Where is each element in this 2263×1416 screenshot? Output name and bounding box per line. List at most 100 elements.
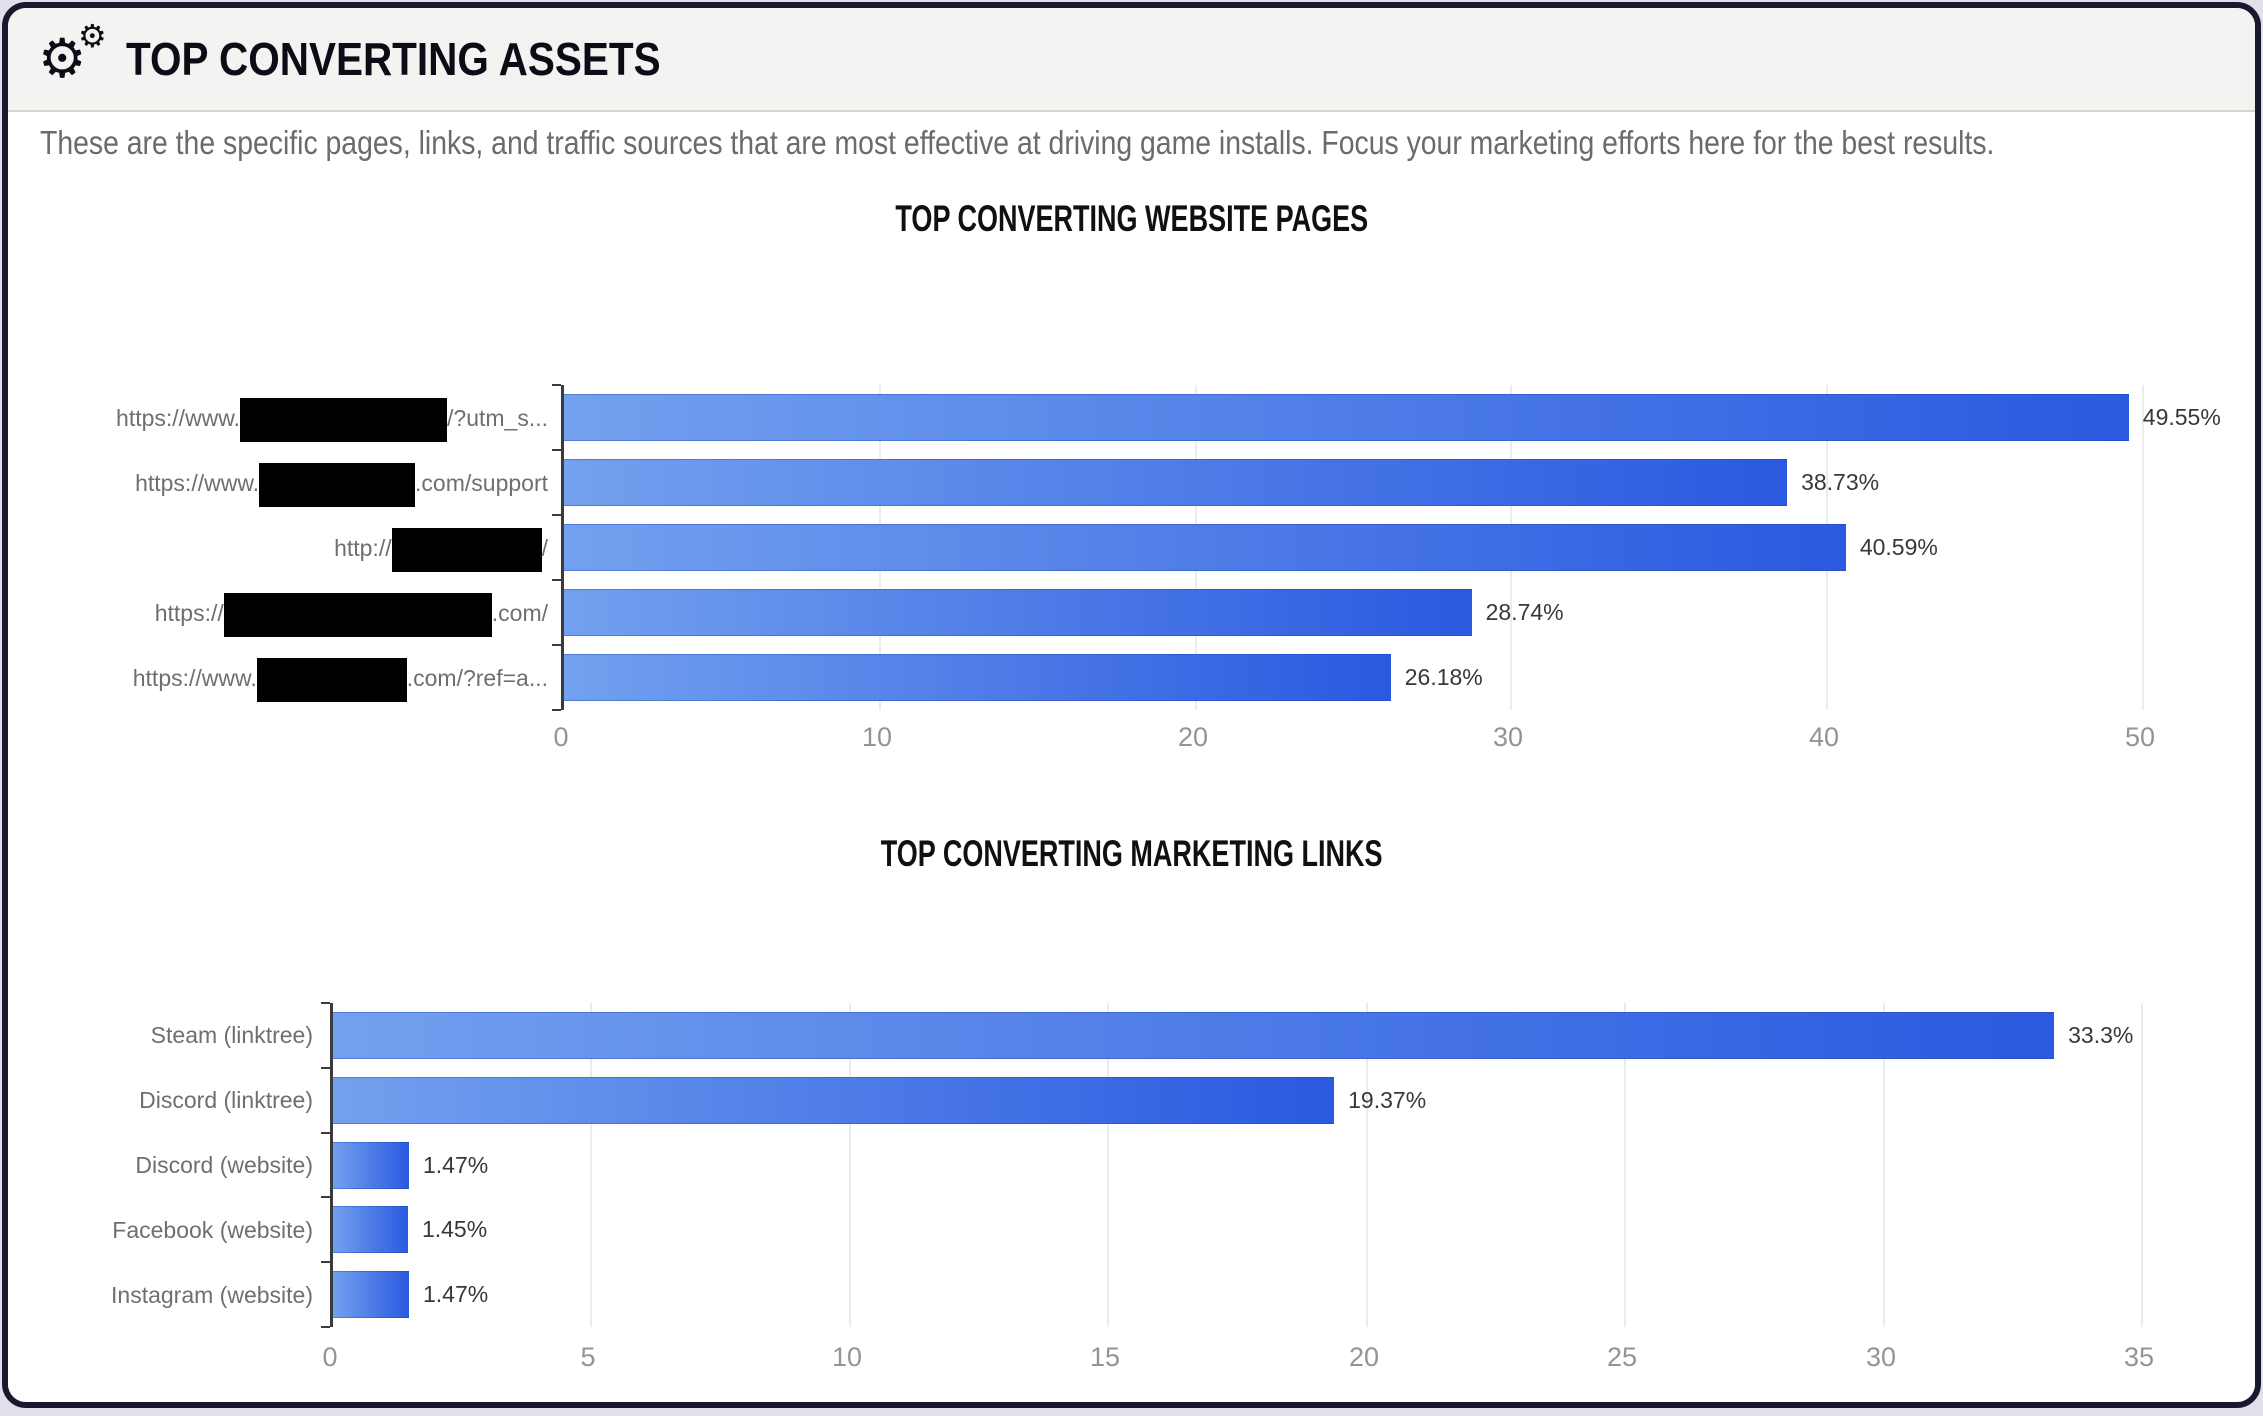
bar-value-label: 38.73% [1801,469,1880,495]
bar[interactable] [564,459,1788,506]
category-label-text: Discord (linktree) [139,1087,313,1113]
bar[interactable] [564,589,1472,636]
gear-small-icon: ⚙ [78,17,107,55]
axis-tick [552,384,561,386]
bar-value-label: 1.47% [422,1281,489,1307]
panel-title-text: TOP CONVERTING ASSETS [126,33,661,85]
bar[interactable] [333,1271,409,1318]
category-label: Discord (website) [8,1144,313,1186]
category-label-text: /?utm_s... [447,405,548,431]
bar[interactable] [333,1142,409,1189]
chart-title: TOP CONVERTING MARKETING LINKS [8,833,2255,875]
x-tick-label: 50 [2124,722,2156,752]
bar[interactable] [333,1012,2055,1059]
gridline [848,1003,851,1327]
panel-body: These are the specific pages, links, and… [8,112,2255,1400]
category-label-text: http:// [334,535,392,561]
x-tick-label: 10 [861,722,893,752]
axis-tick [321,1196,330,1198]
axis-tick [552,579,561,581]
x-tick-label: 0 [553,722,569,752]
redaction-box [223,592,492,637]
category-label: https:// .com/ [8,592,548,637]
redaction-box [391,527,542,572]
category-label-text: .com/support [415,470,548,496]
category-label-text: https://www. [116,405,241,431]
gridline [2141,1003,2143,1327]
bar-value-label: 1.45% [421,1216,488,1242]
redaction-box [240,397,448,442]
category-label-text: https:// [154,600,224,626]
bar[interactable] [333,1077,1335,1124]
category-label-text: Steam (linktree) [150,1022,313,1048]
axis-tick [552,644,561,646]
redaction-box [256,657,407,702]
axis-tick [321,1261,330,1263]
chart-title: TOP CONVERTING WEBSITE PAGES [8,198,2255,240]
x-tick-label: 20 [1348,1342,1380,1372]
bar-value-label: 1.47% [422,1152,489,1178]
gridline [1365,1003,1368,1327]
x-tick-label: 40 [1808,722,1840,752]
axis-tick [321,1067,330,1069]
x-tick-label: 20 [1177,722,1209,752]
bar[interactable] [333,1206,408,1253]
panel-title: TOP CONVERTING ASSETS [126,32,733,86]
x-tick-label: 25 [1606,1342,1638,1372]
chart-top-converting-website-pages: TOP CONVERTING WEBSITE PAGES 49.55% 38.73%… [8,112,2255,1400]
category-label: Instagram (website) [8,1274,313,1316]
bar-value-label: 28.74% [1485,599,1564,625]
gridline [590,1003,593,1327]
x-tick-label: 0 [322,1342,338,1372]
bar-value-label: 26.18% [1404,664,1483,690]
category-label-text: .com/ [491,600,548,626]
bar-value-label: 40.59% [1859,534,1938,560]
chart-title-text: TOP CONVERTING WEBSITE PAGES [895,198,1368,239]
axis-tick [321,1326,330,1328]
panel-header: ⚙ ⚙ TOP CONVERTING ASSETS [8,8,2255,112]
gridline [1882,1003,1885,1327]
gridline [2142,385,2144,710]
axis-tick [552,449,561,451]
category-label: https://www. .com/?ref=a... [8,657,548,702]
category-label-text: https://www. [132,665,257,691]
x-tick-label: 35 [2123,1342,2155,1372]
category-label-text: .com/?ref=a... [406,665,548,691]
gears-icon: ⚙ ⚙ [38,20,107,92]
bar[interactable] [564,654,1391,701]
x-tick-label: 10 [831,1342,863,1372]
axis-tick [552,514,561,516]
plot-area: 33.3% 19.37% 1.47% 1.45% 1.47% [321,1002,2143,1328]
x-tick-label: 30 [1492,722,1524,752]
category-label: Steam (linktree) [8,1014,313,1056]
plot-area: 49.55% 38.73% 40.59% 28.74% 26.18% [552,384,2221,711]
axis-tick [552,709,561,711]
axis-tick [321,1002,330,1004]
category-label-text: Discord (website) [135,1152,313,1178]
bar-value-label: 49.55% [2142,404,2221,430]
x-tick-label: 15 [1089,1342,1121,1372]
category-label: Facebook (website) [8,1209,313,1251]
category-label: https://www. .com/support [8,462,548,507]
gridline [1107,1003,1110,1327]
category-label-text: Facebook (website) [112,1217,313,1243]
category-label: https://www. /?utm_s... [8,397,548,442]
category-label: http:// / [8,527,548,572]
axis-tick [321,1132,330,1134]
category-label-text: Instagram (website) [111,1282,313,1308]
chart-top-converting-marketing-links: TOP CONVERTING MARKETING LINKS 33.3% 19.37… [8,112,2255,1400]
x-tick-label: 30 [1865,1342,1897,1372]
bar[interactable] [564,394,2129,441]
chart-title-text: TOP CONVERTING MARKETING LINKS [880,833,1383,874]
category-label: Discord (linktree) [8,1079,313,1121]
category-label-text: https://www. [135,470,260,496]
bar[interactable] [564,524,1846,571]
gear-big-icon: ⚙ [38,27,87,90]
x-tick-label: 5 [580,1342,596,1372]
panel-description-text: These are the specific pages, links, and… [40,124,1995,161]
bar-value-label: 19.37% [1348,1087,1427,1113]
bar-value-label: 33.3% [2068,1022,2134,1048]
category-label-text: / [541,535,548,561]
